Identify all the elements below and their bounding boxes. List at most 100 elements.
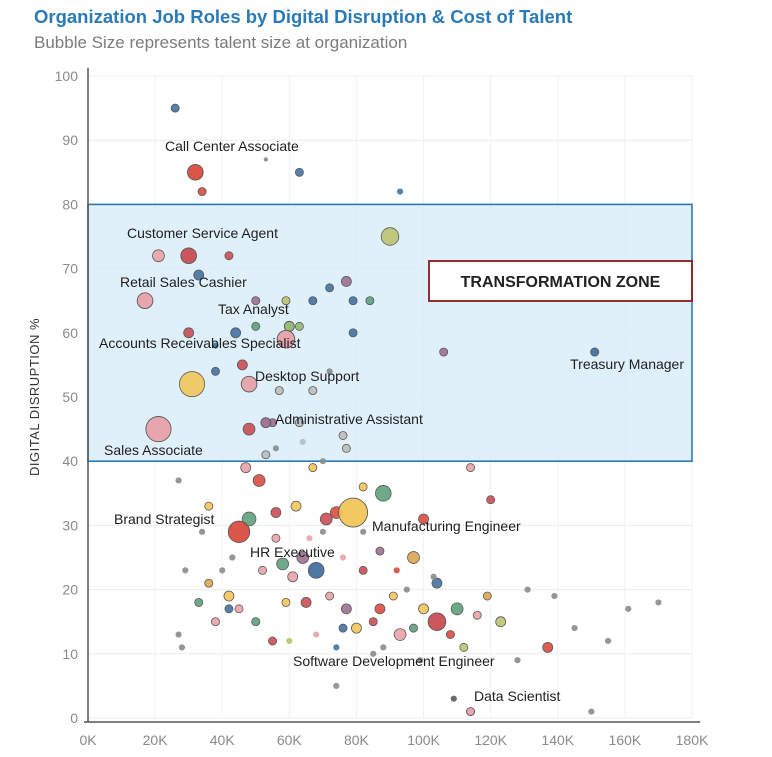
bubble [338, 623, 348, 633]
data-points [136, 103, 662, 717]
y-tick-label: 100 [55, 68, 79, 84]
bubble [211, 617, 220, 627]
bubble [197, 187, 207, 197]
bubble [333, 644, 340, 651]
labeled-bubble [187, 163, 204, 181]
y-tick-label: 50 [62, 389, 78, 405]
bubble [241, 511, 257, 527]
bubble [183, 327, 195, 339]
bubble [450, 695, 457, 702]
bubble [290, 500, 302, 512]
bubble [229, 554, 236, 561]
bubble [588, 708, 595, 715]
bubble [551, 592, 558, 600]
point-label: HR Executive [250, 544, 335, 560]
y-axis-label: DIGITAL DISRUPTION % [27, 318, 42, 476]
bubble [380, 227, 400, 246]
bubble [212, 342, 219, 349]
bubble [270, 507, 282, 518]
labeled-bubble [145, 416, 172, 443]
bubble [370, 650, 377, 657]
bubble [294, 418, 304, 428]
bubble [388, 591, 398, 601]
bubble [514, 657, 521, 664]
bubble [358, 565, 368, 575]
bubble [276, 557, 289, 571]
bubble [286, 637, 293, 645]
bubble [175, 477, 182, 484]
bubble [375, 485, 392, 502]
bubble [258, 565, 267, 575]
zone-label-box: TRANSFORMATION ZONE [428, 260, 693, 302]
bubble [348, 296, 358, 306]
bubble [482, 591, 492, 601]
bubble [348, 328, 358, 338]
y-tick-label: 40 [62, 453, 78, 469]
bubble [319, 528, 326, 535]
bubble [299, 438, 306, 446]
point-label: Desktop Support [255, 368, 359, 384]
bubble [223, 590, 235, 602]
bubble [445, 630, 455, 639]
chart-subtitle: Bubble Size represents talent size at or… [34, 33, 408, 52]
bubble [287, 571, 299, 583]
bubble [306, 535, 313, 542]
x-tick-label: 160K [609, 732, 642, 748]
labeled-bubble [260, 417, 272, 429]
bubble [339, 554, 347, 561]
bubble [430, 573, 437, 580]
bubble [300, 597, 312, 608]
point-label: Manufacturing Engineer [372, 518, 521, 534]
bubble [271, 533, 281, 543]
bubble [204, 578, 214, 588]
bubble [308, 296, 318, 306]
bubble [655, 599, 662, 606]
bubble [224, 604, 234, 614]
bubble [368, 617, 378, 627]
x-tick-label: 140K [541, 732, 574, 748]
bubble [240, 462, 252, 474]
bubble [403, 586, 410, 593]
point-label: Brand Strategist [114, 511, 214, 527]
bubble [431, 577, 443, 589]
bubble [219, 567, 226, 574]
bubble [198, 528, 206, 535]
chart-title: Organization Job Roles by Digital Disrup… [34, 6, 573, 27]
bubble [234, 604, 244, 614]
bubble [340, 276, 352, 287]
bubble [263, 157, 268, 162]
bubble [313, 631, 320, 638]
labeled-bubble [136, 292, 154, 310]
bubble [338, 431, 348, 440]
bubble [308, 386, 318, 396]
bubble [230, 327, 242, 339]
bubble [393, 628, 407, 641]
bubble [178, 644, 186, 651]
bubble [194, 597, 204, 607]
x-tick-label: 60K [277, 732, 303, 748]
y-tick-label: 30 [62, 517, 78, 533]
bubble [407, 551, 420, 564]
bubble [175, 631, 182, 638]
bubble [294, 321, 304, 331]
x-tick-label: 0K [79, 732, 97, 748]
point-label: Software Development Engineer [293, 653, 495, 669]
bubble [319, 458, 326, 465]
bubble [450, 602, 464, 616]
point-labels: Call Center Associate Customer Service Ag… [99, 138, 684, 704]
bubble [472, 610, 482, 620]
bubble [358, 482, 368, 492]
bubble [152, 249, 165, 263]
bubble [439, 347, 449, 357]
bubble [236, 359, 248, 371]
bubble [193, 269, 205, 281]
bubble [170, 103, 180, 113]
bubble [393, 567, 400, 574]
point-label: Customer Service Agent [127, 225, 278, 241]
bubble [319, 512, 333, 526]
bubble [294, 167, 304, 177]
bubble [341, 443, 351, 453]
bubble [396, 188, 404, 195]
point-label: Data Scientist [474, 688, 560, 704]
bubble [542, 641, 554, 653]
